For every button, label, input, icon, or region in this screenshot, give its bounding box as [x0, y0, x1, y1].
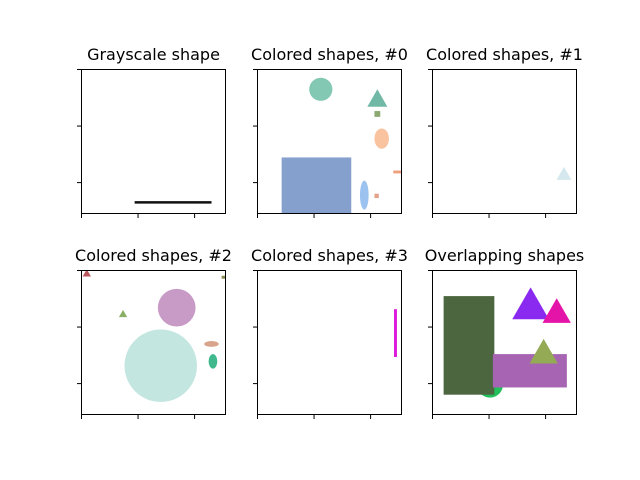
subplot-1: Colored shapes, #0 [251, 45, 408, 218]
rect-shape [221, 275, 226, 279]
rect-shape [374, 193, 379, 199]
axes-frame [81, 69, 226, 214]
ellipse-shape [208, 354, 218, 369]
subplot-4: Colored shapes, #3 [251, 246, 408, 419]
image-content [82, 270, 226, 402]
subplot-title: Colored shapes, #2 [75, 246, 232, 265]
rect-shape [394, 309, 397, 357]
subplot-5: Overlapping shapes [425, 246, 585, 419]
subplot-3: Colored shapes, #2 [75, 246, 232, 419]
ellipse-shape [374, 128, 389, 149]
subplot-title: Colored shapes, #0 [251, 45, 408, 64]
axes-frame [81, 270, 226, 415]
ellipse-shape [359, 180, 369, 210]
image-content [394, 309, 397, 357]
subplot-title: Overlapping shapes [425, 246, 585, 265]
circle-shape [309, 77, 333, 101]
triangle-shape [82, 270, 91, 277]
triangle-shape [542, 298, 571, 323]
subplot-title: Colored shapes, #1 [426, 45, 583, 64]
image-content [281, 77, 402, 214]
rect-shape [374, 111, 381, 117]
subplot-2: Colored shapes, #1 [426, 45, 583, 218]
rect-shape [393, 170, 402, 174]
axes-frame [432, 69, 577, 214]
triangle-shape [367, 89, 388, 107]
circle-shape [124, 329, 197, 402]
axes-frame [257, 69, 402, 214]
circle-shape [157, 288, 196, 327]
rect-shape [443, 296, 495, 395]
subplot-title: Colored shapes, #3 [251, 246, 408, 265]
axes-frame [432, 270, 577, 415]
ellipse-shape [204, 341, 219, 347]
rect-shape [492, 354, 567, 388]
triangle-shape [512, 287, 549, 320]
rect-shape [281, 157, 352, 214]
axes-frame [257, 270, 402, 415]
image-content [443, 287, 571, 398]
triangle-shape [529, 338, 558, 364]
subplot-0: Grayscale shape [77, 45, 226, 218]
triangle-shape [556, 166, 572, 180]
image-content [556, 166, 572, 180]
triangle-shape [118, 309, 128, 318]
subplot-title: Grayscale shape [87, 45, 220, 64]
